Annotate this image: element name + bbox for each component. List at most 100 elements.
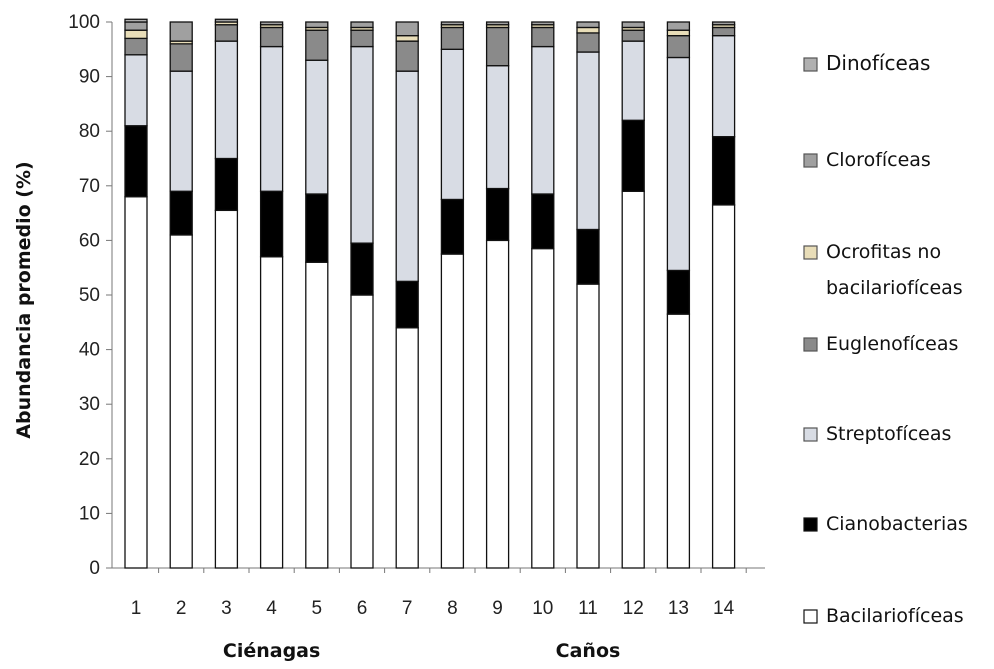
bar-segment-cianobacterias: [666, 269, 691, 315]
bar-segment-euglenoficeas: [485, 26, 510, 67]
bar-segment-cloroficeas: [214, 18, 239, 23]
y-tick-label: 100: [68, 12, 100, 33]
bar-segment-bacilarioficeas: [711, 204, 736, 569]
bar-segment-euglenoficeas: [214, 24, 239, 42]
bar-segment-euglenoficeas: [440, 26, 465, 50]
bar-segment-cianobacterias: [259, 190, 284, 258]
bar-segment-cianobacterias: [485, 187, 510, 242]
x-tick-label: 3: [221, 598, 232, 619]
legend-label: Bacilariofíceas: [826, 605, 964, 627]
bar-segment-euglenoficeas: [666, 35, 691, 59]
bar-segment-cloroficeas: [440, 21, 465, 26]
bar-segment-streptoficeas: [169, 70, 193, 192]
y-tick-label: 50: [79, 285, 100, 306]
bar-segment-ocrofitas-no-bacilarioficeas: [124, 29, 148, 40]
bar-segment-euglenoficeas: [395, 40, 419, 72]
bar-segment-cloroficeas: [531, 21, 555, 26]
x-tick-label: 9: [492, 598, 503, 619]
bar-segment-euglenoficeas: [711, 26, 736, 37]
bar-segment-cloroficeas: [485, 21, 510, 26]
bar-segment-streptoficeas: [666, 56, 691, 272]
legend-label: Dinofíceas: [826, 51, 930, 75]
bar-segment-euglenoficeas: [350, 29, 374, 48]
legend-swatch: [803, 57, 818, 72]
bar-segment-ocrofitas-no-bacilarioficeas: [666, 29, 691, 37]
group-label: Caños: [556, 640, 621, 662]
bar-segment-bacilarioficeas: [305, 261, 329, 569]
bar-segment-bacilarioficeas: [485, 239, 510, 569]
bar-segment-euglenoficeas: [531, 26, 555, 48]
bar-segment-cloroficeas: [621, 21, 645, 29]
y-tick-label: 70: [79, 176, 100, 197]
bar-segment-bacilarioficeas: [259, 256, 284, 569]
bar-segment-cianobacterias: [124, 125, 148, 198]
y-tick-label: 80: [79, 121, 100, 142]
legend-label: bacilariofíceas: [826, 277, 963, 299]
bar-segment-cloroficeas: [711, 21, 736, 26]
legend-swatch: [803, 609, 818, 624]
bar-segment-bacilarioficeas: [440, 253, 465, 569]
bar-segment-cloroficeas: [576, 21, 600, 29]
bar-segment-cianobacterias: [621, 119, 645, 192]
bar-segment-cloroficeas: [305, 21, 329, 29]
bar-segment-streptoficeas: [440, 48, 465, 201]
bar-segment-bacilarioficeas: [350, 294, 374, 569]
group-label: Ciénagas: [223, 640, 320, 662]
y-tick-label: 20: [79, 449, 100, 470]
y-tick-label: 60: [79, 230, 100, 251]
legend-label: Cianobacterias: [826, 513, 968, 535]
legend-label: Ocrofitas no: [826, 241, 941, 263]
bar-segment-cianobacterias: [395, 280, 419, 329]
x-tick-label: 1: [131, 598, 142, 619]
x-tick-label: 13: [668, 598, 689, 619]
x-tick-label: 12: [623, 598, 644, 619]
legend-label: Streptofíceas: [826, 423, 951, 445]
bar-segment-streptoficeas: [214, 40, 239, 160]
bar-segment-cianobacterias: [169, 190, 193, 236]
bar-segment-cloroficeas: [259, 21, 284, 26]
bar-segment-streptoficeas: [305, 59, 329, 195]
legend-swatch: [803, 517, 818, 532]
x-tick-label: 14: [713, 598, 735, 619]
legend: Dinofíceas Clorofíceas Ocrofitas no bacilar…: [803, 51, 968, 627]
bar-segment-cianobacterias: [711, 136, 736, 206]
bar-segment-euglenoficeas: [576, 32, 600, 53]
x-tick-label: 5: [312, 598, 323, 619]
bar-segment-bacilarioficeas: [576, 283, 600, 569]
y-axis-label: Abundancia promedio (%): [13, 161, 35, 438]
bar-segment-bacilarioficeas: [169, 234, 193, 569]
bar-segment-cianobacterias: [305, 193, 329, 263]
bar-segment-euglenoficeas: [621, 29, 645, 42]
bar-segment-euglenoficeas: [305, 29, 329, 61]
x-tick-label: 2: [176, 598, 187, 619]
legend-swatch: [803, 427, 818, 442]
bar-segment-streptoficeas: [576, 51, 600, 231]
bar-segment-ocrofitas-no-bacilarioficeas: [576, 26, 600, 34]
bar-segment-euglenoficeas: [259, 26, 284, 48]
bar-segment-streptoficeas: [621, 40, 645, 121]
bar-segment-bacilarioficeas: [621, 190, 645, 569]
legend-swatch: [803, 153, 818, 168]
bar-segment-cloroficeas: [666, 21, 691, 31]
x-tick-label: 7: [402, 598, 413, 619]
y-tick-label: 90: [79, 67, 100, 88]
bar-segment-cloroficeas: [350, 21, 374, 29]
y-tick-label: 40: [79, 340, 100, 361]
y-tick-label: 0: [89, 558, 100, 579]
x-tick-label: 10: [532, 598, 553, 619]
legend-label: Clorofíceas: [826, 149, 931, 171]
bar-segment-bacilarioficeas: [395, 327, 419, 569]
bar-segment-streptoficeas: [259, 45, 284, 192]
bar-segment-bacilarioficeas: [214, 209, 239, 569]
bar-segment-streptoficeas: [350, 45, 374, 244]
x-tick-label: 11: [578, 598, 598, 619]
bar-segment-bacilarioficeas: [124, 196, 148, 569]
bar-segment-cianobacterias: [531, 193, 555, 250]
bar-segment-streptoficeas: [395, 70, 419, 283]
bar-segment-cianobacterias: [576, 228, 600, 285]
bar-segment-cloroficeas: [395, 21, 419, 37]
bar-segment-euglenoficeas: [124, 37, 148, 56]
legend-label: Euglenofíceas: [826, 333, 958, 355]
